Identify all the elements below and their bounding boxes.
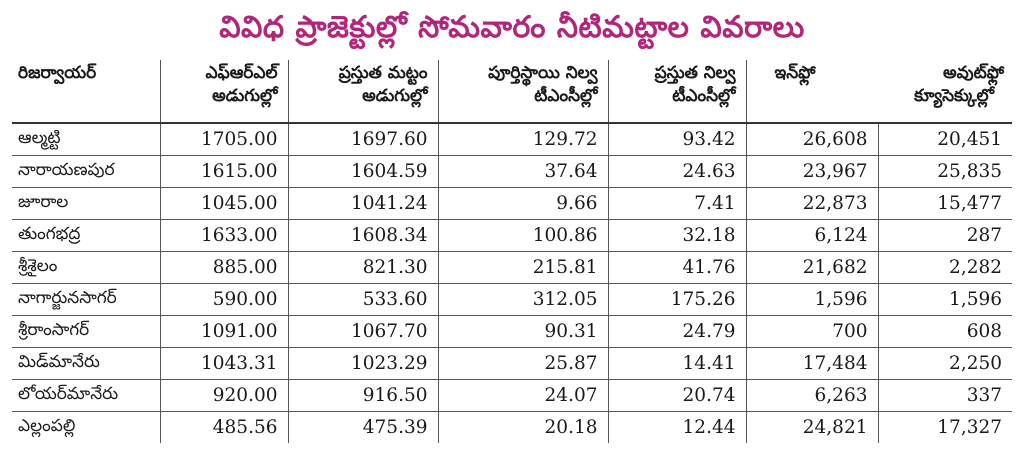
cell-current-level: 821.30 <box>287 251 438 284</box>
cell-reservoir-name: మిడ్‌మానేరు <box>12 347 160 380</box>
cell-outflow: 25,835 <box>877 155 1013 188</box>
cell-inflow: 22,873 <box>745 187 878 220</box>
cell-reservoir-name: ఎల్లంపల్లి <box>18 415 76 436</box>
cell-inflow: 23,967 <box>745 155 878 188</box>
table-row: లోయర్‌మానేరు 920.00 916.50 24.07 20.74 6,263 3… <box>12 379 1013 412</box>
cell-current-level: 1697.60 <box>287 123 438 156</box>
cell-inflow: 1,596 <box>745 283 878 316</box>
table-row: నాగార్జునసాగర్ 590.00 533.60 312.05 175.26 1,… <box>12 283 1013 316</box>
table-row: శ్రీశైలం 885.00 821.30 215.81 41.76 21,682 2,2… <box>12 251 1013 284</box>
cell-frl: 885.00 <box>159 251 288 284</box>
cell-reservoir-name: లోయర్‌మానేరు <box>12 379 160 412</box>
table-header: రిజర్వాయర్ ఎఫ్‌ఆర్‌ఎల్ అడుగుల్లో ప్రస్తు… <box>12 60 1013 124</box>
cell-frl: 485.56 <box>159 411 288 443</box>
cell-current-level: 1608.34 <box>287 219 438 252</box>
cell-inflow: 24,821 <box>745 411 878 443</box>
cell-current-storage: 41.76 <box>607 251 746 284</box>
cell-current-storage: 93.42 <box>607 123 746 156</box>
cell-current-level: 1041.24 <box>287 187 438 220</box>
cell-inflow: 700 <box>745 315 878 348</box>
cell-current-storage: 12.44 <box>607 411 746 443</box>
cell-inflow: 6,124 <box>745 219 878 252</box>
cell-outflow: 15,477 <box>877 187 1013 220</box>
cell-full-storage: 9.66 <box>437 187 608 220</box>
cell-full-storage: 90.31 <box>437 315 608 348</box>
cell-current-storage: 175.26 <box>607 283 746 316</box>
header-frl: ఎఫ్‌ఆర్‌ఎల్ అడుగుల్లో <box>159 60 288 124</box>
cell-current-level: 1067.70 <box>287 315 438 348</box>
cell-reservoir-name: నాగార్జునసాగర్ <box>12 283 160 316</box>
cell-frl: 920.00 <box>159 379 288 412</box>
table-body: ఆల్మట్టి 1705.00 1697.60 129.72 93.42 26,608 2… <box>12 123 1013 443</box>
cell-outflow: 608 <box>877 315 1013 348</box>
cell-frl: 1091.00 <box>159 315 288 348</box>
cell-frl: 1615.00 <box>159 155 288 188</box>
cell-reservoir-name: తుంగభద్ర <box>12 219 160 252</box>
table-row: తుంగభద్ర 1633.00 1608.34 100.86 32.18 6,124 28… <box>12 219 1013 252</box>
cell-outflow: 337 <box>877 379 1013 412</box>
cell-current-storage: 24.79 <box>607 315 746 348</box>
cell-outflow: 287 <box>877 219 1013 252</box>
cell-full-storage: 100.86 <box>437 219 608 252</box>
cell-full-storage: 24.07 <box>437 379 608 412</box>
cell-full-storage: 215.81 <box>437 251 608 284</box>
header-flows: ఇన్‌ఫ్లో అవుట్‌ఫ్లో క్యూసెక్కుల్లో <box>745 60 1013 124</box>
cell-outflow: 17,327 <box>877 411 1013 443</box>
cell-reservoir-name: శ్రీశైలం <box>12 251 160 284</box>
cell-reservoir-name: జూరాల <box>12 187 160 220</box>
cell-inflow: 17,484 <box>745 347 878 380</box>
header-flow-unit: క్యూసెక్కుల్లో <box>914 86 995 106</box>
cell-current-storage: 7.41 <box>607 187 746 220</box>
header-outflow: అవుట్‌ఫ్లో <box>943 63 1005 83</box>
cell-current-storage: 20.74 <box>607 379 746 412</box>
cell-inflow: 26,608 <box>745 123 878 156</box>
cell-full-storage: 129.72 <box>437 123 608 156</box>
reservoir-table: రిజర్వాయర్ ఎఫ్‌ఆర్‌ఎల్ అడుగుల్లో ప్రస్తు… <box>12 60 1013 443</box>
table-row: శ్రీరాంసాగర్ 1091.00 1067.70 90.31 24.79 700 6… <box>12 315 1013 348</box>
cell-current-storage: 24.63 <box>607 155 746 188</box>
cell-current-level: 916.50 <box>287 379 438 412</box>
header-reservoir: రిజర్వాయర్ <box>12 60 160 124</box>
cell-current-level: 533.60 <box>287 283 438 316</box>
cell-reservoir-name: ఆల్మట్టి <box>12 123 160 156</box>
cell-reservoir-name: శ్రీరాంసాగర్ <box>12 315 160 348</box>
table-row: మిడ్‌మానేరు 1043.31 1023.29 25.87 14.41 17,48… <box>12 347 1013 380</box>
cell-frl: 1043.31 <box>159 347 288 380</box>
cell-outflow: 1,596 <box>877 283 1013 316</box>
cell-outflow: 2,250 <box>877 347 1013 380</box>
cell-full-storage: 25.87 <box>437 347 608 380</box>
table-row: ఆల్మట్టి 1705.00 1697.60 129.72 93.42 26,608 2… <box>12 123 1013 156</box>
header-inflow: ఇన్‌ఫ్లో <box>774 63 816 83</box>
cell-current-level: 475.39 <box>287 411 438 443</box>
cell-current-level: 1023.29 <box>287 347 438 380</box>
cell-reservoir-name: నారాయణపుర <box>12 155 160 188</box>
cell-full-storage: 37.64 <box>437 155 608 188</box>
header-full-storage: పూర్తిస్థాయి నిల్వ టీఎంసీల్లో <box>437 60 608 124</box>
cell-frl: 590.00 <box>159 283 288 316</box>
cell-inflow: 6,263 <box>745 379 878 412</box>
cell-current-level: 1604.59 <box>287 155 438 188</box>
cell-inflow: 21,682 <box>745 251 878 284</box>
table-row: ఎల్లంపల్లి 485.56 475.39 20.18 12.44 24,821 17… <box>12 411 1013 443</box>
cell-outflow: 2,282 <box>877 251 1013 284</box>
page-title: వివిధ ప్రాజెక్టుల్లో సోమవారం నీటిమట్టాల … <box>219 10 805 45</box>
cell-full-storage: 20.18 <box>437 411 608 443</box>
cell-current-storage: 14.41 <box>607 347 746 380</box>
header-current-level: ప్రస్తుత మట్టం అడుగుల్లో <box>287 60 438 124</box>
table-row: జూరాల 1045.00 1041.24 9.66 7.41 22,873 15,477 <box>12 187 1013 220</box>
table-row: నారాయణపుర 1615.00 1604.59 37.64 24.63 23,967 2… <box>12 155 1013 188</box>
header-current-storage: ప్రస్తుత నిల్వ టీఎంసీల్లో <box>607 60 746 124</box>
cell-frl: 1705.00 <box>159 123 288 156</box>
cell-outflow: 20,451 <box>877 123 1013 156</box>
cell-current-storage: 32.18 <box>607 219 746 252</box>
cell-full-storage: 312.05 <box>437 283 608 316</box>
cell-frl: 1633.00 <box>159 219 288 252</box>
cell-frl: 1045.00 <box>159 187 288 220</box>
